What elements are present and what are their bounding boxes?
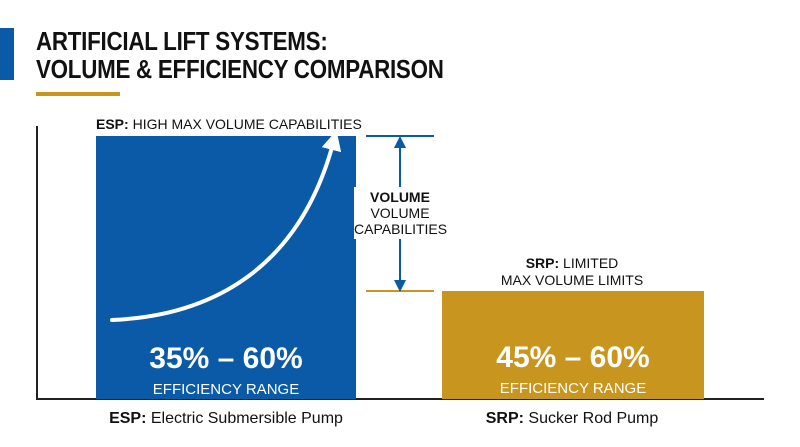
bar-srp-caption-line2: MAX VOLUME LIMITS bbox=[500, 272, 644, 288]
title-underline bbox=[36, 92, 120, 96]
title-line-2: VOLUME & EFFICIENCY COMPARISON bbox=[36, 54, 444, 84]
page-title: ARTIFICIAL LIFT SYSTEMS: VOLUME & EFFICI… bbox=[36, 27, 444, 83]
category-label-srp: SRP: Sucker Rod Pump bbox=[442, 410, 702, 428]
title-accent-bar bbox=[0, 28, 14, 80]
bar-esp-caption-abbr: ESP: bbox=[96, 116, 129, 132]
volume-label-line2: VOLUME bbox=[370, 205, 430, 221]
bar-srp-efficiency-value: 45% – 60% bbox=[496, 341, 650, 374]
bar-esp: 35% – 60% EFFICIENCY RANGE bbox=[96, 136, 356, 399]
bar-srp-efficiency-label: EFFICIENCY RANGE bbox=[499, 380, 647, 397]
x-axis-line bbox=[36, 398, 764, 400]
volume-label-line3: CAPABILITIES bbox=[354, 221, 448, 237]
bar-srp-caption-line1: LIMITED bbox=[563, 255, 619, 271]
category-esp-name: Electric Submersible Pump bbox=[150, 410, 343, 427]
volume-label-bold: VOLUME bbox=[370, 189, 430, 205]
bar-esp-caption-text: HIGH MAX VOLUME CAPABILITIES bbox=[132, 116, 362, 132]
y-axis-line bbox=[36, 126, 38, 398]
bar-srp-caption: SRP: LIMITED MAX VOLUME LIMITS bbox=[442, 255, 702, 289]
bar-srp-caption-abbr: SRP: bbox=[525, 255, 560, 271]
bar-esp-efficiency-value: 35% – 60% bbox=[149, 342, 303, 375]
chart-axes bbox=[36, 126, 764, 400]
bar-esp-efficiency-label: EFFICIENCY RANGE bbox=[152, 381, 300, 398]
category-srp-abbr: SRP: bbox=[485, 410, 524, 427]
title-line-1: ARTIFICIAL LIFT SYSTEMS: bbox=[36, 26, 328, 56]
bar-srp: 45% – 60% EFFICIENCY RANGE bbox=[442, 291, 704, 399]
category-srp-name: Sucker Rod Pump bbox=[528, 410, 659, 427]
curved-up-arrow-icon bbox=[110, 130, 342, 322]
category-label-esp: ESP: Electric Submersible Pump bbox=[96, 410, 356, 428]
bar-esp-caption: ESP: HIGH MAX VOLUME CAPABILITIES bbox=[96, 116, 362, 133]
category-esp-abbr: ESP: bbox=[109, 410, 147, 427]
volume-annotation-label: VOLUME VOLUME CAPABILITIES bbox=[354, 187, 448, 239]
